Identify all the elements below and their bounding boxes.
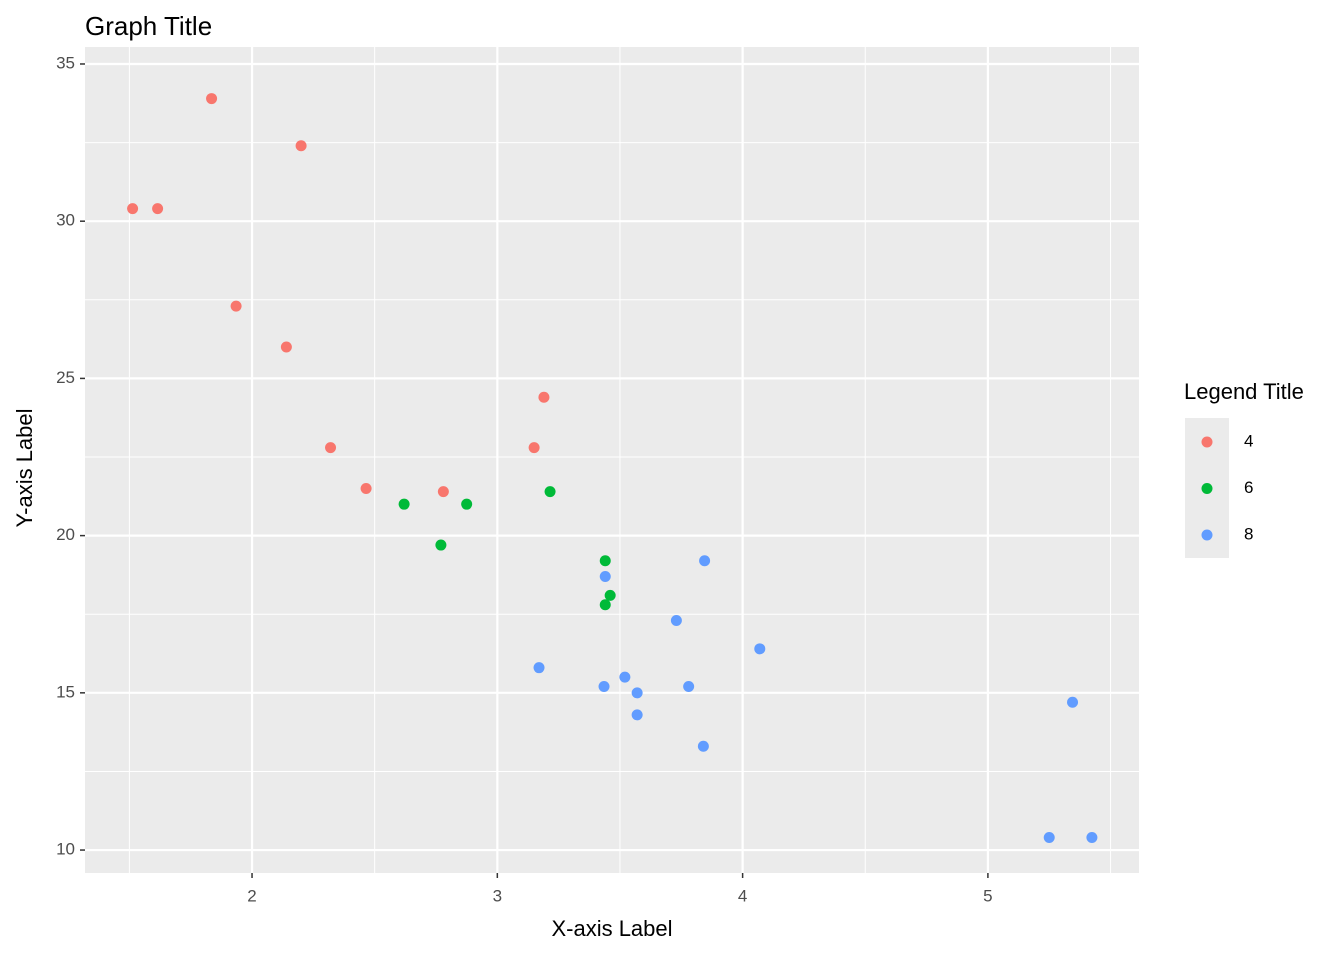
point: [670, 615, 682, 627]
y-tick-label: 30: [56, 211, 75, 230]
y-tick-label: 20: [56, 525, 75, 544]
point: [754, 643, 766, 655]
point: [1067, 696, 1079, 708]
point: [435, 539, 447, 551]
point: [631, 709, 643, 721]
point: [598, 681, 610, 693]
point: [697, 740, 709, 752]
point: [599, 599, 611, 611]
point: [538, 391, 550, 403]
point: [360, 482, 372, 494]
y-tick-label: 10: [56, 840, 75, 859]
point: [631, 687, 643, 699]
point: [295, 140, 307, 152]
point: [280, 341, 292, 353]
points: [127, 93, 1098, 843]
point: [528, 442, 540, 454]
y-tick-label: 15: [56, 682, 75, 701]
point: [461, 498, 473, 510]
point: [206, 93, 218, 105]
point: [325, 442, 337, 454]
x-tick-label: 5: [983, 886, 992, 905]
point: [533, 662, 545, 674]
point: [683, 681, 695, 693]
point: [604, 589, 616, 601]
y-tick-label: 35: [56, 53, 75, 72]
x-axis-label: X-axis Label: [551, 916, 672, 941]
point: [619, 671, 631, 683]
chart-title: Graph Title: [85, 11, 212, 41]
point: [1086, 831, 1098, 843]
point: [1043, 831, 1055, 843]
x-tick-label: 2: [247, 886, 256, 905]
x-tick-label: 4: [738, 886, 747, 905]
legend-label: 6: [1244, 478, 1253, 497]
point: [398, 498, 410, 510]
legend-label: 4: [1244, 431, 1253, 450]
legend-key: [1201, 483, 1213, 494]
legend-key: [1201, 529, 1213, 541]
point: [152, 203, 164, 215]
point: [437, 486, 449, 498]
point: [230, 300, 242, 312]
legend-key: [1201, 436, 1213, 448]
legend-label: 8: [1244, 524, 1253, 543]
point: [127, 203, 139, 215]
point: [544, 486, 556, 498]
panel: [85, 47, 1139, 873]
y-tick-label: 25: [56, 368, 75, 387]
y-axis-label: Y-axis Label: [12, 408, 37, 527]
grid: [85, 47, 1139, 873]
point: [599, 570, 611, 582]
point: [599, 555, 611, 567]
x-tick-label: 3: [493, 886, 502, 905]
legend-title: Legend Title: [1184, 379, 1304, 404]
point: [699, 555, 711, 567]
